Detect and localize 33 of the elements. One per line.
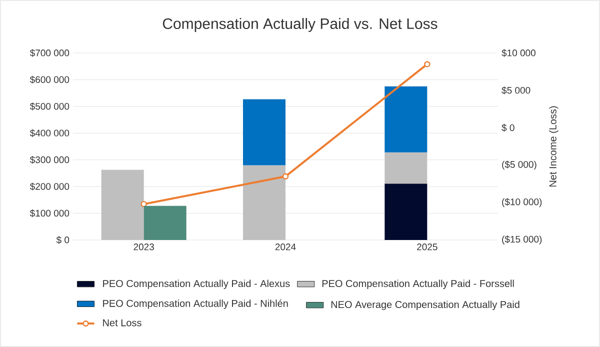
legend-label: PEO Compensation Actually Paid - Alexus — [103, 280, 290, 290]
y-tick-label: $600 000 — [30, 76, 70, 84]
y2-tick-label: $5 000 — [502, 86, 530, 94]
legend-label: NEO Average Compensation Actually Paid — [331, 300, 520, 310]
bar — [101, 170, 144, 240]
y2-tick-label: $10 000 — [502, 49, 536, 57]
point — [282, 173, 289, 180]
y-tick-label: $700 000 — [30, 49, 70, 57]
bar — [243, 99, 286, 166]
y-tick-label: $400 000 — [30, 129, 70, 137]
y-tick-label: $200 000 — [30, 182, 70, 190]
y-tick-label: $ 0 — [56, 236, 70, 244]
bar — [243, 165, 286, 240]
bar — [384, 152, 428, 184]
x-tick-label: 2025 — [417, 244, 438, 250]
y-tick-label: $100 000 — [30, 209, 70, 218]
y2-axis-title: Net Income (Loss) — [549, 106, 558, 187]
x-tick-label: 2023 — [134, 244, 154, 250]
legend-label: PEO Compensation Actually Paid - Nihlén — [103, 299, 288, 309]
y2-tick-label: $ 0 — [502, 124, 514, 132]
x-tick-label: 2024 — [275, 244, 296, 250]
y2-tick-label: ($10 000) — [502, 198, 542, 208]
legend-label: Net Loss — [103, 319, 142, 326]
point — [424, 61, 430, 68]
chart-title: Compensation Actually Paid vs. Net Loss — [162, 18, 438, 32]
y-tick-label: $500 000 — [30, 102, 70, 110]
point — [140, 200, 147, 208]
y-tick-label: $300 000 — [30, 156, 70, 164]
legend-label: PEO Compensation Actually Paid - Forssell — [322, 280, 514, 290]
bar — [384, 184, 428, 240]
y2-tick-label: ($5 000) — [502, 160, 536, 170]
y2-tick-label: ($15 000) — [502, 235, 542, 244]
bar — [384, 86, 428, 152]
